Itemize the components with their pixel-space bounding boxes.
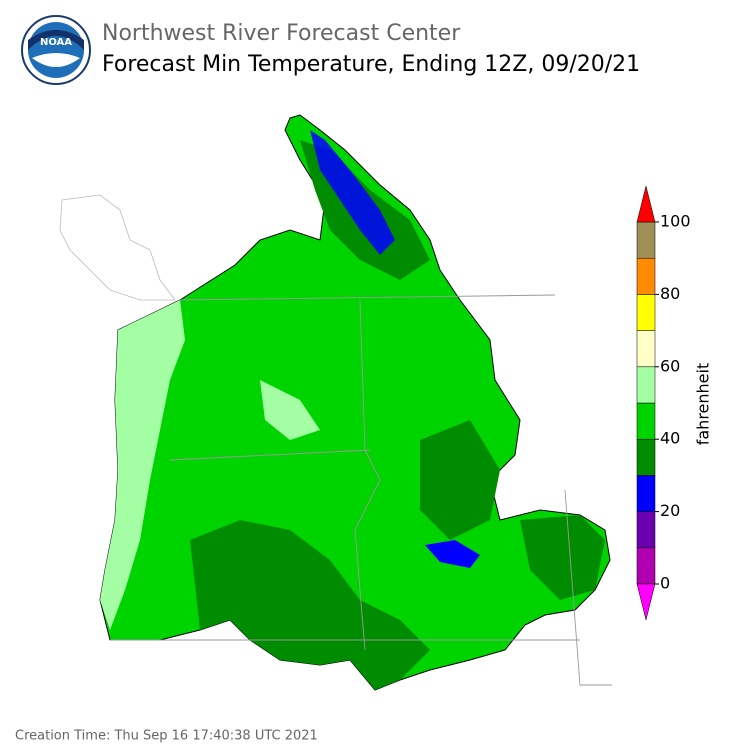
map	[59, 114, 612, 691]
logo-gull	[32, 53, 80, 67]
idaho-ranges	[420, 420, 500, 540]
colorbar-label: fahrenheit	[694, 363, 713, 446]
tick-label: 40	[660, 429, 680, 448]
agency: Northwest River Forecast Center	[102, 21, 461, 46]
title: Forecast Min Temperature, Ending 12Z, 09…	[102, 52, 640, 77]
tick-label: 20	[660, 501, 680, 520]
color-band	[636, 330, 656, 368]
state-lines	[110, 294, 612, 686]
cold-peaks-north	[310, 130, 395, 255]
cold-peaks-south	[425, 540, 480, 568]
color-band	[636, 221, 656, 259]
tick-label: 0	[660, 574, 670, 593]
under-triangle	[636, 583, 656, 621]
creation-time: Creation Time: Thu Sep 16 17:40:38 UTC 2…	[15, 729, 318, 744]
color-band	[636, 438, 656, 476]
color-band	[636, 547, 656, 585]
tick-label: 100	[660, 212, 691, 231]
columbia-basin	[260, 380, 320, 440]
tick-label: 80	[660, 284, 680, 303]
logo-top	[28, 30, 84, 50]
color-band	[636, 475, 656, 512]
logo-text: NOAA	[40, 37, 72, 48]
southern-highlands	[190, 520, 430, 690]
wyoming-ranges	[520, 515, 605, 600]
color-band	[636, 511, 656, 549]
color-band	[636, 366, 656, 404]
tick-label: 60	[660, 356, 680, 375]
color-band	[636, 294, 656, 331]
colorbar: 0 20 40 60 80 100	[636, 185, 691, 621]
over-triangle	[636, 185, 656, 223]
noaa-logo: NOAA	[21, 15, 91, 85]
color-band	[636, 257, 656, 295]
coastal-region	[100, 300, 185, 630]
canada-coast	[59, 194, 176, 301]
color-band	[636, 402, 656, 440]
